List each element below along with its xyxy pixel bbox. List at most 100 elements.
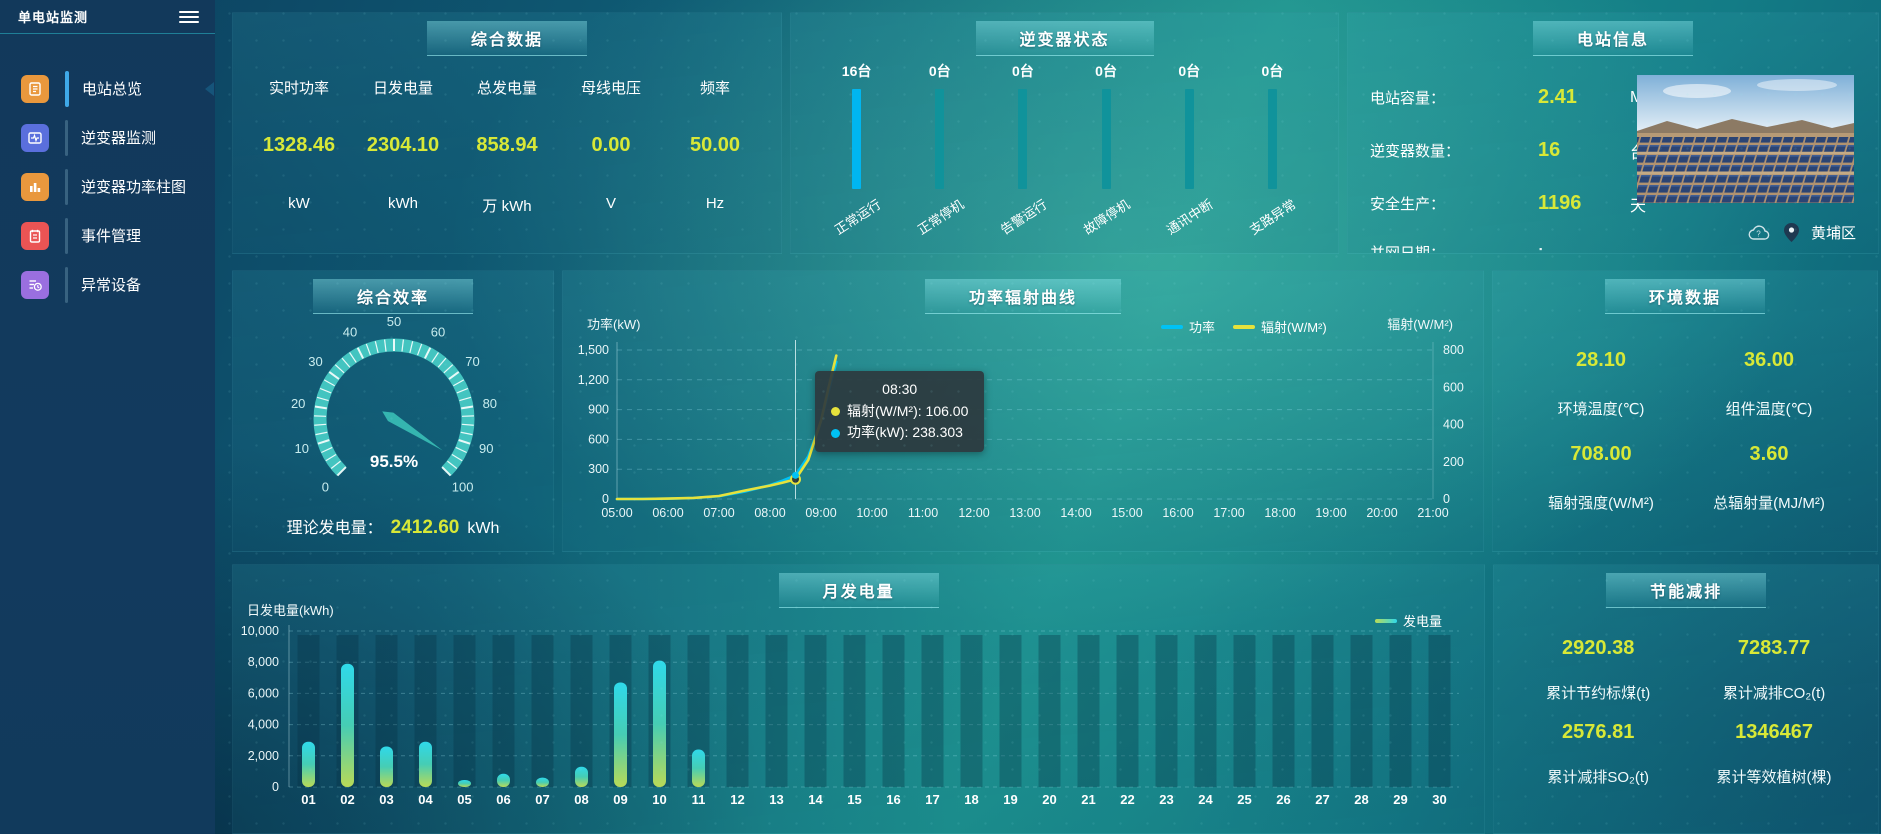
svg-text:600: 600 [1443,380,1464,394]
row-label: 电站容量： [1370,90,1446,107]
legend-item[interactable]: 辐射(W/M²) [1233,317,1327,336]
column-band [1155,635,1178,787]
status-bar [1267,89,1277,189]
sidebar-item-station-overview[interactable]: 电站总览 [0,64,215,113]
metric-label: 组件温度(℃) [1725,401,1813,418]
curve-legend[interactable]: 功率 辐射(W/M²) [1161,317,1327,336]
metric-value: 2304.10 [366,134,440,156]
metric-label: 累计减排SO₂(t) [1547,769,1649,786]
svg-text:27: 27 [1315,792,1329,807]
svg-text:18:00: 18:00 [1264,506,1295,520]
svg-text:1,200: 1,200 [578,373,609,387]
metric-coal-saved: 2920.38 累计节约标煤(t) [1510,637,1686,703]
inverter-status-chart: 16台 正常运行 0台 正常停机 0台 告警运行 0台 故障停机 0台 通讯中断 0台 支路异常 [791,13,1338,238]
metric-value: 0.00 [591,134,631,156]
energy-bar [692,749,705,787]
energy-bar [497,773,510,787]
overview-metrics: 实时功率 1328.46 kW 日发电量 2304.10 kWh 总发电量 85… [233,13,781,216]
metric-unit: kW [288,195,310,212]
status-label: 告警运行 [997,196,1050,238]
status-bar [852,89,862,189]
column-band [1389,635,1412,787]
legend-label: 功率 [1189,320,1216,335]
panel-title: 环境数据 [1604,279,1766,314]
svg-text:?: ? [1756,229,1761,238]
metric-label: 累计等效植树(棵) [1716,769,1832,786]
sidebar-header: 单电站监测 [0,0,215,34]
collapse-arrow-icon[interactable] [205,81,214,96]
column-band [765,635,788,787]
column-band [882,635,905,787]
sidebar-item-label: 事件管理 [81,228,142,245]
status-label: 支路异常 [1247,196,1299,238]
svg-text:05: 05 [457,792,471,807]
svg-text:07: 07 [535,792,549,807]
sidebar-item-event-management[interactable]: 事件管理 [0,211,215,260]
metric-value: 708.00 [1570,443,1632,465]
svg-text:11: 11 [692,792,706,807]
column-band [804,635,827,787]
row-value: : [1538,243,1544,254]
column-band [960,635,983,787]
svg-text:12: 12 [730,792,744,807]
metric-co2-reduced: 7283.77 累计减排CO₂(t) [1686,637,1862,703]
svg-text:03: 03 [379,792,393,807]
svg-text:07:00: 07:00 [703,506,734,520]
panel-energy-saving: 节能减排 2920.38 累计节约标煤(t) 7283.77 累计减排CO₂(t… [1493,564,1879,834]
notebook-icon [21,221,49,250]
status-bar [935,89,945,189]
svg-text:19:00: 19:00 [1315,506,1346,520]
sidebar-item-inverter-power-bars[interactable]: 逆变器功率柱图 [0,162,215,211]
metric-label: 母线电压 [580,80,641,97]
gauge: 0 10 20 30 40 50 60 70 80 90 100 95.5% [291,314,497,495]
legend-item[interactable]: 发电量 [1375,611,1442,630]
svg-text:17:00: 17:00 [1213,506,1244,520]
svg-text:600: 600 [588,432,609,446]
row-unit: kWh [467,520,500,537]
sidebar-item-label: 电站总览 [82,81,143,98]
svg-text:02: 02 [340,792,354,807]
legend-label: 辐射(W/M²) [1261,320,1327,335]
metric-label: 总发电量 [476,80,537,97]
panel-station-info: 电站信息 电站容量： 2.41 MW 逆变器数量： 16 台 安全生产： 119… [1347,12,1879,254]
tooltip-row: 辐射(W/M²): 106.00 [831,401,968,423]
svg-text:21: 21 [1081,792,1095,807]
hamburger-menu-icon[interactable] [179,8,199,26]
row-value: 1196 [1538,192,1582,214]
sidebar-item-inverter-monitor[interactable]: 逆变器监测 [0,113,215,162]
svg-text:01: 01 [301,792,315,807]
efficiency-gauge: 0 10 20 30 40 50 60 70 80 90 100 95.5% [291,314,497,495]
svg-text:10,000: 10,000 [241,624,279,638]
svg-text:08:00: 08:00 [754,506,785,520]
status-bar [1101,89,1111,189]
monthly-legend[interactable]: 发电量 [1375,611,1442,630]
main-content: 综合数据 实时功率 1328.46 kW 日发电量 2304.10 kWh 总发… [215,0,1881,834]
column-band [726,635,749,787]
metric-label: 环境温度(℃) [1557,401,1645,418]
metric-trees-equivalent: 1346467 累计等效植树(棵) [1686,721,1862,787]
svg-text:功率(kW): 功率(kW) [587,317,640,332]
metric-label: 总辐射量(MJ/M²) [1713,495,1825,512]
energy-bar [536,777,549,787]
svg-text:0: 0 [272,780,279,794]
tooltip-dot [831,407,840,417]
device-alert-icon [21,270,49,299]
inverter-status-column: 16台 正常运行 [815,61,898,238]
separator [65,119,68,156]
energy-bar [614,682,627,787]
svg-text:22: 22 [1120,792,1134,807]
energy-bar [458,779,471,787]
svg-text:60: 60 [431,325,445,340]
column-band [921,635,944,787]
status-label: 通讯中断 [1164,196,1216,238]
svg-text:16:00: 16:00 [1162,506,1193,520]
svg-text:0: 0 [322,480,329,495]
sidebar-item-abnormal-devices[interactable]: 异常设备 [0,260,215,309]
legend-item[interactable]: 功率 [1161,317,1215,336]
column-band [1116,635,1139,787]
metric-value: 36.00 [1743,349,1795,371]
svg-text:20: 20 [291,396,305,411]
series-辐射(W/M²) [615,354,838,501]
metric-value: 50.00 [689,134,741,156]
app-title: 单电站监测 [18,10,89,25]
